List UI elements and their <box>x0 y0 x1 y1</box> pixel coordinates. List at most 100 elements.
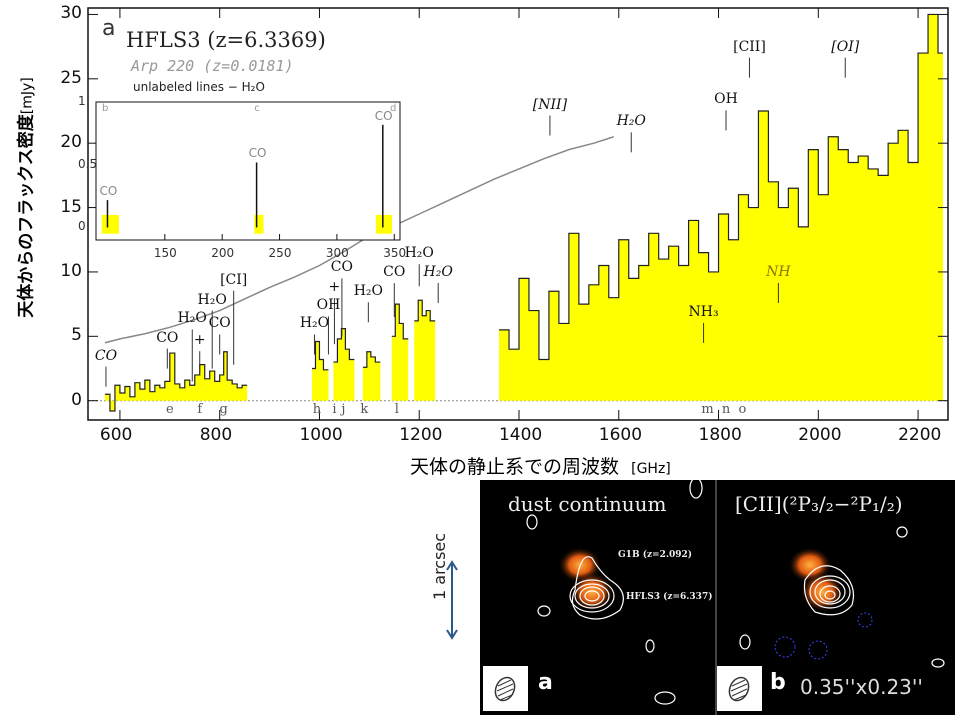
inset-line-label: CO <box>99 184 118 199</box>
x-tick-label: 2000 <box>798 425 842 445</box>
x-tick-label: 1600 <box>598 425 643 445</box>
hfls3-spectrum-segment <box>104 351 248 412</box>
inset-y-tick-label: 0 <box>78 219 86 234</box>
inset-x-tick-label: 250 <box>268 246 292 260</box>
line-label: H₂O <box>404 245 434 262</box>
hfls3-fill-segment <box>362 351 381 401</box>
hfls3-fill-segment <box>414 300 436 401</box>
inset-y-tick-label: 1 <box>78 94 86 108</box>
line-label: + <box>328 279 341 296</box>
line-label: [OI] <box>831 38 860 55</box>
arp220-spectrum <box>104 136 615 344</box>
band-label: e <box>165 401 174 417</box>
hfls3-spectrum-segment <box>499 13 944 361</box>
source-label-g1b: G1B (z=2.092) <box>618 550 693 560</box>
band-label: k <box>360 401 369 417</box>
line-label: H₂O <box>423 263 453 280</box>
x-tick-label: 1400 <box>498 425 543 445</box>
line-label: H₂O <box>197 291 227 308</box>
map-b-letter: b <box>770 670 786 695</box>
chart-title: HFLS3 (z=6.3369) <box>126 28 326 52</box>
line-label: OH <box>714 91 738 108</box>
line-label: [NII] <box>532 96 568 113</box>
line-label: NH₃ <box>688 303 719 320</box>
plot-frame <box>87 7 949 421</box>
panel-label: a <box>102 16 116 41</box>
inset-y-tick-label: 0.5 <box>78 156 98 171</box>
band-label: o <box>738 401 747 417</box>
inset-panel-label: b <box>102 103 109 114</box>
line-label: CO <box>330 259 354 276</box>
line-label: [CII] <box>733 38 766 55</box>
line-label: CO <box>156 329 179 346</box>
line-label: [CI] <box>220 271 248 288</box>
map-b-emission <box>739 526 945 668</box>
hfls3-fill-segment <box>333 328 355 401</box>
inset-x-tick-label: 200 <box>211 246 235 260</box>
x-tick-label: 2200 <box>898 425 942 445</box>
line-label: CO <box>383 264 406 281</box>
inset-line-label: CO <box>374 108 393 123</box>
y-tick-label: 30 <box>60 3 82 24</box>
hfls3-spectrum-segment <box>333 327 355 363</box>
map-a-letter: a <box>538 670 553 695</box>
band-label: l <box>394 401 399 417</box>
x-tick-label: 800 <box>199 425 233 445</box>
arcsec-scale-arrow <box>446 560 458 640</box>
band-label: h <box>312 401 322 417</box>
band-label: g <box>219 401 228 417</box>
legend-note: unlabeled lines − H₂O <box>133 80 265 94</box>
band-label: n <box>721 401 731 417</box>
y-axis-label: 天体からのフラックス密度[mJy] <box>16 77 37 318</box>
y-tick-label: 20 <box>60 132 82 153</box>
band-label: i <box>332 401 337 417</box>
line-label: H₂O <box>299 315 330 332</box>
hfls3-fill-segment <box>391 304 409 401</box>
inset-fill <box>101 214 119 234</box>
line-label: NH <box>766 263 791 280</box>
y-tick-label: 10 <box>60 260 82 281</box>
hfls3-fill-segment <box>499 14 944 401</box>
x-tick-label: 1000 <box>299 425 343 445</box>
line-label: H₂O <box>353 283 383 300</box>
x-tick-label: 600 <box>99 425 133 445</box>
map-b-title: [CII](²P₃/₂−²P₁/₂) <box>735 492 903 516</box>
hfls3-fill-segment <box>311 341 329 401</box>
line-label: H₂O <box>177 310 207 327</box>
beam-icon-a <box>483 666 528 711</box>
inset-fill <box>254 214 264 234</box>
map-images <box>526 480 945 715</box>
x-axis-label: 天体の静止系での周波数 [GHz] <box>410 456 671 478</box>
line-label: H₂O <box>616 113 646 130</box>
hfls3-fill-segment <box>104 351 248 411</box>
beam-icon-b <box>717 666 762 711</box>
inset-line-label: CO <box>248 146 267 161</box>
inset-x-tick-label: 350 <box>383 246 407 260</box>
x-tick-label: 1800 <box>698 425 742 445</box>
hfls3-spectrum-segment <box>414 299 436 322</box>
hfls3-spectrum-segment <box>391 303 409 340</box>
beam-size-label: 0.35''x0.23'' <box>800 675 923 699</box>
spectrum-plot <box>87 7 949 421</box>
inset-x-tick-label: 150 <box>153 246 177 260</box>
hfls3-spectrum-segment <box>362 351 381 368</box>
map-a-title: dust continuum <box>508 492 667 516</box>
inset-frame <box>95 101 401 241</box>
line-label: CO <box>208 315 231 332</box>
inset-fill <box>375 214 392 234</box>
y-tick-label: 0 <box>71 389 82 410</box>
inset-panel-label: c <box>254 103 260 114</box>
band-label: j <box>341 401 346 417</box>
map-a-emission <box>526 480 703 705</box>
hfls3-spectrum-segment <box>311 340 329 371</box>
inset-x-tick-label: 300 <box>325 246 349 260</box>
band-label: f <box>197 401 203 417</box>
y-tick-label: 5 <box>71 325 82 346</box>
line-label: + <box>193 332 206 349</box>
y-tick-label: 25 <box>60 67 82 88</box>
y-tick-label: 15 <box>60 196 82 217</box>
band-label: m <box>701 401 714 417</box>
source-label-hfls3: HFLS3 (z=6.337) <box>626 592 713 602</box>
line-label: OH <box>316 297 341 314</box>
legend-arp220: Arp 220 (z=0.0181) <box>131 57 294 75</box>
